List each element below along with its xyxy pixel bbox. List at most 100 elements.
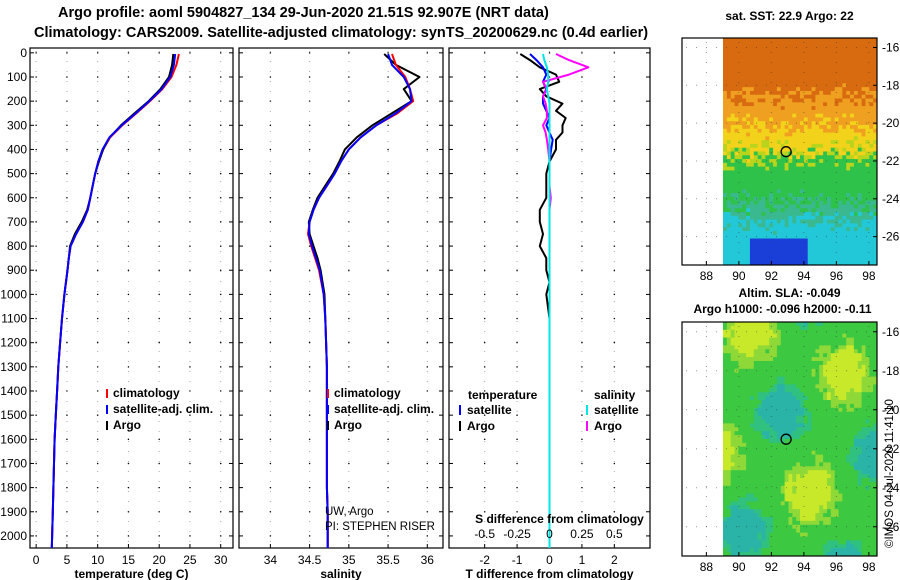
map-cell: [780, 189, 786, 194]
map-cell: [819, 60, 824, 66]
map-cell: [807, 147, 813, 153]
map-cell: [846, 253, 851, 259]
map-cell: [865, 56, 870, 62]
map-cell: [734, 200, 739, 206]
map-cell: [730, 242, 736, 247]
map-cell: [834, 345, 840, 350]
map-cell: [734, 102, 739, 107]
map-cell: [776, 162, 782, 168]
map-cell: [742, 325, 747, 331]
map-cell: [800, 357, 805, 362]
map-cell: [749, 388, 755, 393]
map-cell: [757, 109, 763, 115]
map-cell: [830, 128, 836, 134]
map-cell: [846, 87, 851, 92]
map-cell: [834, 113, 840, 119]
map-cell: [803, 170, 809, 175]
map-cell: [857, 204, 863, 209]
map-cell: [773, 325, 778, 331]
map-cell: [757, 125, 763, 130]
map-cell: [850, 155, 855, 160]
map-cell: [723, 196, 728, 202]
map-cell: [757, 261, 763, 265]
map-cell: [780, 181, 786, 187]
map-cell: [838, 87, 843, 92]
map-cell: [726, 208, 732, 213]
map-cell: [823, 204, 828, 209]
map-cell: [792, 333, 797, 339]
map-cell: [742, 392, 747, 397]
map-cell: [857, 155, 863, 160]
map-cell: [819, 140, 824, 145]
map-cell: [749, 322, 755, 327]
map-cell: [811, 376, 816, 382]
map-cell: [861, 113, 867, 119]
map-cell: [850, 230, 855, 236]
map-cell: [853, 384, 859, 389]
map-cell: [769, 357, 774, 362]
map-cell: [726, 329, 732, 335]
map-cell: [815, 49, 820, 54]
map-cell: [726, 372, 732, 378]
map-cell: [803, 60, 809, 66]
map-cell: [861, 162, 867, 168]
map-cell: [811, 189, 816, 194]
map-cell: [757, 380, 763, 385]
map-cell: [842, 98, 847, 103]
map-cell: [800, 128, 805, 134]
map-cell: [773, 372, 778, 378]
map-cell: [807, 72, 813, 77]
map-cell: [765, 174, 770, 179]
map-cell: [726, 53, 732, 58]
x-tick-label: 30: [214, 553, 228, 567]
map-field: [723, 38, 877, 265]
map-cell: [726, 109, 732, 115]
map-cell: [850, 102, 855, 107]
map-cell: [761, 396, 766, 401]
map-cell: [757, 246, 763, 251]
map-cell: [761, 136, 766, 141]
map-cell: [742, 174, 747, 179]
map-cell: [846, 125, 851, 130]
map-cell: [726, 79, 732, 84]
map-cell: [830, 204, 836, 209]
map-cell: [753, 166, 759, 172]
map-cell: [726, 230, 732, 236]
map-cell: [811, 361, 816, 366]
map-cell: [738, 38, 743, 43]
map-cell: [761, 193, 766, 198]
map-cell: [873, 380, 877, 385]
map-cell: [826, 219, 832, 224]
map-cell: [800, 94, 805, 100]
map-cell: [819, 155, 824, 160]
map-cell: [823, 400, 828, 405]
map-cell: [780, 353, 786, 358]
map-cell: [757, 349, 763, 354]
map-cell: [723, 333, 728, 339]
x-tick-label: 92: [765, 269, 779, 283]
map-cell: [800, 196, 805, 202]
map-cell: [773, 45, 778, 50]
map-cell: [757, 90, 763, 96]
map-cell: [765, 341, 770, 346]
map-cell: [800, 151, 805, 156]
map-cell: [861, 261, 867, 265]
map-cell: [773, 234, 778, 240]
map-cell: [823, 181, 828, 187]
map-cell: [846, 117, 851, 122]
map-cell: [826, 230, 832, 236]
map-cell: [746, 230, 751, 236]
map-cell: [815, 177, 820, 183]
map-cell: [780, 333, 786, 339]
map-cell: [819, 329, 824, 335]
map-cell: [788, 333, 793, 339]
map-cell: [800, 368, 805, 374]
map-cell: [838, 143, 843, 149]
map-cell: [861, 64, 867, 69]
map-cell: [792, 185, 797, 190]
map-cell: [746, 177, 751, 183]
map-cell: [788, 384, 793, 389]
map-cell: [769, 337, 774, 343]
map-cell: [873, 72, 877, 77]
map-cell: [726, 403, 732, 409]
